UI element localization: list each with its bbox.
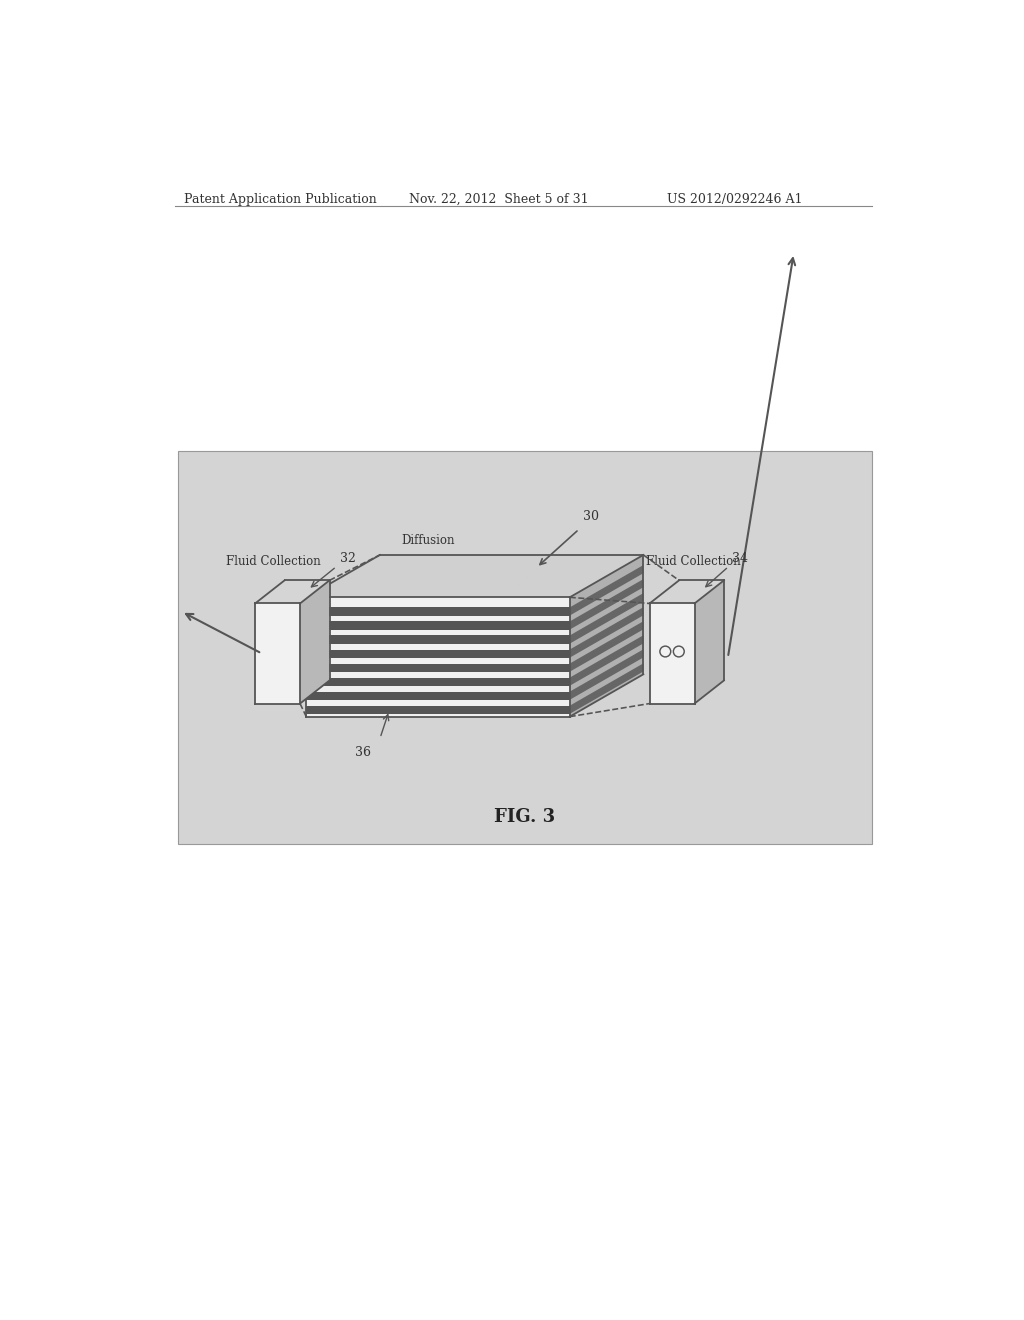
Polygon shape	[306, 598, 569, 717]
Polygon shape	[694, 581, 724, 704]
Polygon shape	[569, 622, 643, 672]
Polygon shape	[306, 554, 643, 598]
Text: 34: 34	[732, 552, 748, 565]
Text: Patent Application Publication: Patent Application Publication	[183, 193, 377, 206]
Text: Diffusion: Diffusion	[401, 535, 455, 548]
Polygon shape	[306, 607, 569, 615]
Polygon shape	[306, 649, 569, 657]
Text: Fluid Collection: Fluid Collection	[225, 554, 321, 568]
Polygon shape	[569, 649, 643, 700]
Polygon shape	[300, 581, 330, 704]
Polygon shape	[569, 607, 643, 657]
Polygon shape	[306, 664, 569, 672]
Circle shape	[674, 645, 684, 657]
Polygon shape	[306, 622, 569, 630]
Polygon shape	[255, 603, 300, 704]
Text: FIG. 3: FIG. 3	[495, 808, 555, 826]
Text: US 2012/0292246 A1: US 2012/0292246 A1	[667, 193, 802, 206]
Polygon shape	[569, 579, 643, 630]
Polygon shape	[306, 692, 569, 700]
Text: Nov. 22, 2012  Sheet 5 of 31: Nov. 22, 2012 Sheet 5 of 31	[410, 193, 589, 206]
Circle shape	[659, 645, 671, 657]
Text: Fluid Collection: Fluid Collection	[646, 554, 740, 568]
Text: 30: 30	[583, 510, 599, 523]
Polygon shape	[255, 581, 330, 603]
Polygon shape	[569, 565, 643, 615]
Polygon shape	[306, 706, 569, 714]
Text: 32: 32	[340, 552, 355, 565]
Polygon shape	[569, 554, 643, 717]
Polygon shape	[649, 603, 694, 704]
Polygon shape	[569, 635, 643, 686]
Polygon shape	[649, 581, 724, 603]
Text: 36: 36	[355, 746, 371, 759]
Polygon shape	[569, 593, 643, 644]
Bar	[178, 451, 872, 843]
Polygon shape	[306, 677, 569, 686]
Polygon shape	[569, 664, 643, 714]
Polygon shape	[306, 635, 569, 644]
